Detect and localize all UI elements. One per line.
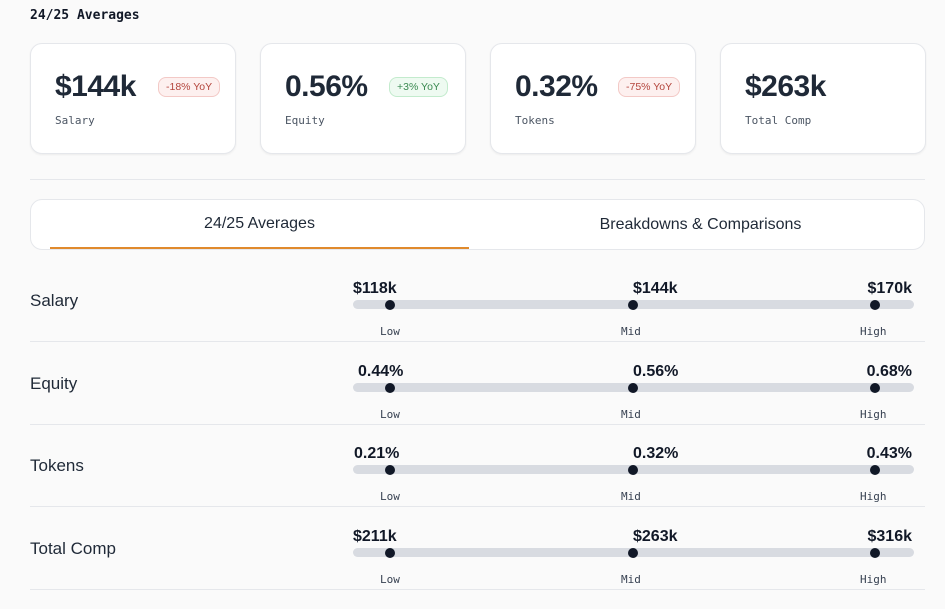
yoy-badge: -18% YoY	[158, 77, 221, 97]
low-marker	[385, 465, 395, 475]
low-tick-label: Low	[380, 408, 400, 421]
range-row-tokens: Tokens 0.21% 0.32% 0.43% Low Mid High	[30, 425, 925, 507]
mid-value: 0.32%	[633, 445, 679, 462]
range-row-label: Salary	[30, 291, 79, 310]
low-value: $211k	[353, 528, 397, 545]
summary-card-equity: 0.56% +3% YoY Equity	[260, 43, 466, 154]
mid-tick-label: Mid	[621, 573, 641, 586]
mid-marker	[628, 548, 638, 558]
card-value: 0.56%	[285, 70, 368, 103]
range-row-total-comp: Total Comp $211k $263k $316k Low Mid Hig…	[30, 508, 925, 590]
summary-card-total-comp: $263k Total Comp	[720, 43, 926, 154]
range-row-equity: Equity 0.44% 0.56% 0.68% Low Mid High	[30, 343, 925, 425]
mid-tick-label: Mid	[621, 490, 641, 503]
high-tick-label: High	[860, 490, 887, 503]
high-marker	[870, 383, 880, 393]
low-marker	[385, 548, 395, 558]
yoy-badge: -75% YoY	[618, 77, 681, 97]
low-value: 0.44%	[358, 363, 404, 380]
high-value: 0.43%	[866, 445, 912, 462]
card-label: Total Comp	[745, 114, 812, 127]
high-value: $170k	[867, 280, 913, 297]
summary-card-tokens: 0.32% -75% YoY Tokens	[490, 43, 696, 154]
card-label: Salary	[55, 114, 95, 127]
range-row-label: Tokens	[30, 456, 84, 475]
low-marker	[385, 300, 395, 310]
card-value: $263k	[745, 70, 826, 103]
mid-value: $263k	[633, 528, 678, 545]
low-marker	[385, 383, 395, 393]
card-value: 0.32%	[515, 70, 598, 103]
high-marker	[870, 548, 880, 558]
card-value: $144k	[55, 70, 136, 103]
mid-tick-label: Mid	[621, 408, 641, 421]
high-marker	[870, 300, 880, 310]
tab-bar: 24/25 Averages Breakdowns & Comparisons	[30, 199, 925, 250]
low-value: 0.21%	[354, 445, 400, 462]
high-marker	[870, 465, 880, 475]
high-tick-label: High	[860, 573, 887, 586]
low-tick-label: Low	[380, 325, 400, 338]
high-tick-label: High	[860, 408, 887, 421]
row-divider	[30, 589, 925, 590]
range-row-salary: Salary $118k $144k $170k Low Mid High	[30, 260, 925, 342]
row-divider	[30, 506, 925, 507]
mid-marker	[628, 383, 638, 393]
mid-value: 0.56%	[633, 363, 679, 380]
summary-card-salary: $144k -18% YoY Salary	[30, 43, 236, 154]
high-value: 0.68%	[866, 363, 912, 380]
mid-marker	[628, 465, 638, 475]
tab-breakdowns-comparisons[interactable]: Breakdowns & Comparisons	[599, 215, 802, 233]
low-value: $118k	[353, 280, 397, 297]
range-row-label: Total Comp	[30, 539, 116, 558]
low-tick-label: Low	[380, 490, 400, 503]
high-value: $316k	[867, 528, 913, 545]
page-title: 24/25 Averages	[30, 8, 140, 23]
range-row-label: Equity	[30, 374, 78, 393]
row-divider	[30, 341, 925, 342]
mid-marker	[628, 300, 638, 310]
row-divider	[30, 424, 925, 425]
mid-tick-label: Mid	[621, 325, 641, 338]
tab-averages[interactable]: 24/25 Averages	[50, 200, 469, 249]
card-label: Tokens	[515, 114, 555, 127]
card-label: Equity	[285, 114, 325, 127]
yoy-badge: +3% YoY	[389, 77, 448, 97]
low-tick-label: Low	[380, 573, 400, 586]
mid-value: $144k	[633, 280, 678, 297]
section-divider	[30, 179, 925, 180]
high-tick-label: High	[860, 325, 887, 338]
